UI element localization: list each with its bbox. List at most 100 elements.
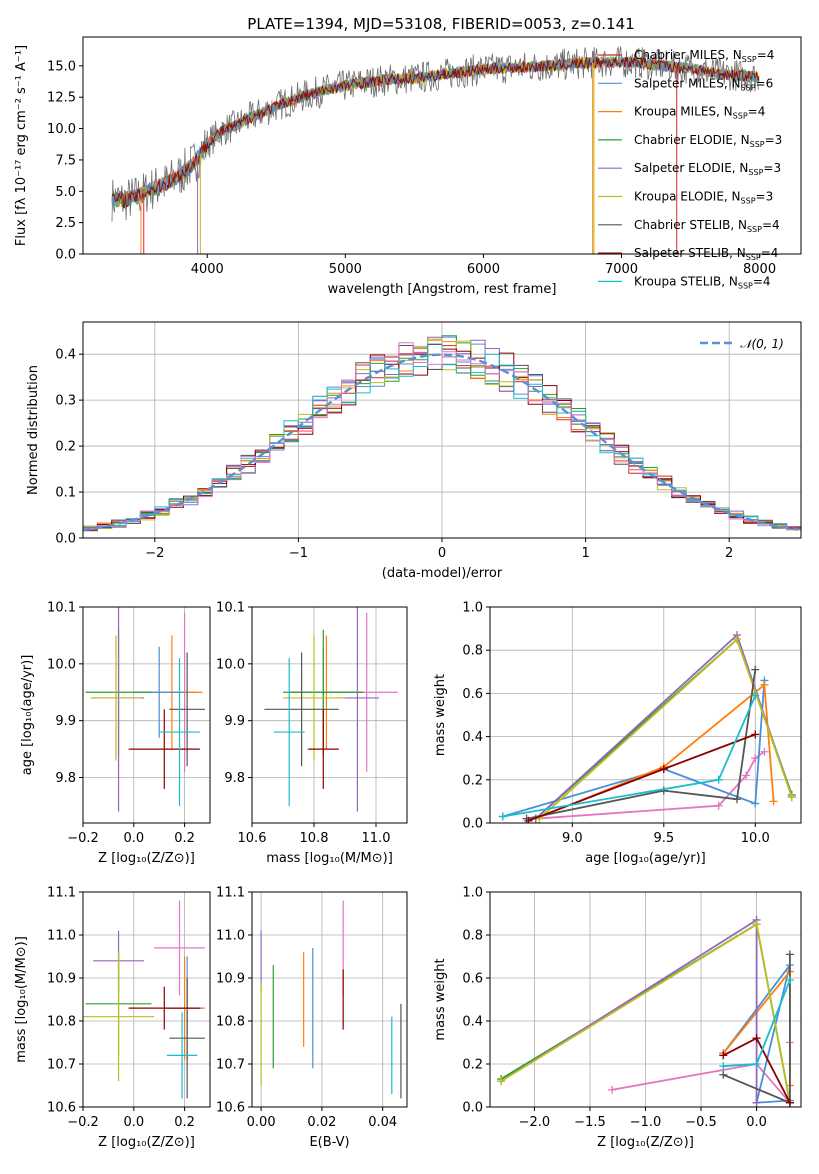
figure-title: PLATE=1394, MJD=53108, FIBERID=0053, z=0… bbox=[247, 15, 634, 33]
panel-mass-vs-Z: −0.2 0.0 0.2 10.6 10.7 10.8 10.9 11.0 11.1 Z [log… bbox=[14, 886, 211, 1150]
weight-marker bbox=[719, 1062, 728, 1071]
y-tick-label: 0.3 bbox=[55, 394, 76, 409]
residual-legend: 𝒩(0, 1) bbox=[700, 337, 784, 351]
legend-subscript: SSP bbox=[733, 112, 748, 121]
axes-frame bbox=[489, 606, 802, 824]
plot-area bbox=[111, 46, 760, 254]
legend-subscript: SSP bbox=[741, 197, 756, 206]
x-tick-label: −2 bbox=[145, 546, 164, 561]
y-tick-label: 10.8 bbox=[47, 1015, 76, 1030]
y-axis-label: mass [log₁₀(M/M⊙)] bbox=[14, 936, 29, 1063]
panel-age-vs-Z: −0.2 0.0 0.2 9.8 9.9 10.0 10.1 Z [log₁₀(Z/Z⊙)] a… bbox=[20, 601, 211, 866]
y-tick-label: 12.5 bbox=[47, 91, 76, 106]
x-axis-label: (data-model)/error bbox=[382, 566, 503, 581]
x-tick-label: 0.0 bbox=[123, 1115, 144, 1130]
y-tick-label: 10.1 bbox=[47, 601, 76, 616]
legend-label: Chabrier MILES, NSSP=4 bbox=[634, 48, 774, 64]
weight-marker bbox=[760, 747, 769, 756]
y-tick-label: 9.8 bbox=[224, 771, 245, 786]
x-axis-label: mass [log₁₀(M/M⊙)] bbox=[266, 851, 393, 866]
legend-subscript: SSP bbox=[750, 140, 765, 149]
y-axis-label: Normed distribution bbox=[26, 365, 41, 495]
weight-line-6 bbox=[538, 637, 793, 820]
legend-label: Chabrier ELODIE, NSSP=3 bbox=[634, 133, 782, 149]
legend-subscript: SSP bbox=[741, 83, 756, 92]
y-tick-label: 0.6 bbox=[462, 972, 483, 987]
weight-marker bbox=[524, 816, 533, 823]
legend-label: Chabrier STELIB, NSSP=4 bbox=[634, 218, 780, 234]
legend-count: =4 bbox=[762, 218, 780, 232]
x-axis-label: Z [log₁₀(Z/Z⊙)] bbox=[98, 1135, 195, 1150]
y-tick-label: 5.0 bbox=[55, 185, 76, 200]
x-tick-label: −1 bbox=[289, 546, 308, 561]
weight-marker bbox=[751, 691, 760, 700]
y-tick-label: 10.6 bbox=[216, 1101, 245, 1116]
errorbar-point bbox=[283, 635, 345, 761]
weight-marker bbox=[787, 793, 796, 802]
y-tick-label: 2.5 bbox=[55, 216, 76, 231]
y-tick-label: 0.0 bbox=[55, 532, 76, 547]
plot-area bbox=[490, 607, 801, 823]
weight-marker bbox=[714, 801, 723, 810]
panel-spectrum: 4000 5000 6000 7000 8000 0.0 2.5 5.0 7.5 10.0 12.5… bbox=[14, 36, 802, 297]
y-tick-label: 0.8 bbox=[462, 929, 483, 944]
weight-marker bbox=[785, 950, 794, 959]
x-tick-label: 8000 bbox=[743, 262, 776, 277]
y-tick-label: 0.2 bbox=[462, 773, 483, 788]
legend-subscript: SSP bbox=[742, 55, 757, 64]
errorbar-point bbox=[264, 652, 339, 767]
x-tick-label: 10.8 bbox=[300, 831, 329, 846]
errorbar-point bbox=[83, 952, 155, 1082]
x-tick-label: 0.04 bbox=[368, 1115, 397, 1130]
axes-frame bbox=[489, 891, 802, 1108]
y-tick-label: 0.0 bbox=[55, 248, 76, 263]
errorbar-point bbox=[166, 1012, 198, 1099]
weight-marker bbox=[497, 1077, 506, 1086]
y-tick-label: 0.4 bbox=[462, 1015, 483, 1030]
plot-area bbox=[490, 892, 801, 1107]
plot-area bbox=[83, 607, 210, 823]
x-axis-label: wavelength [Angstrom, rest frame] bbox=[328, 282, 557, 297]
x-axis-label: Z [log₁₀(Z/Z⊙)] bbox=[597, 1135, 694, 1150]
x-tick-label: −0.2 bbox=[67, 1115, 99, 1130]
weight-marker bbox=[732, 795, 741, 804]
errorbar-point bbox=[128, 709, 200, 789]
weight-marker bbox=[742, 771, 751, 780]
y-tick-label: 10.8 bbox=[216, 1015, 245, 1030]
histogram-series-10 bbox=[83, 342, 801, 530]
panel-mass-vs-EBV: 0.00 0.02 0.04 10.6 10.7 10.8 10.9 11.0 11.1 E(B-… bbox=[216, 886, 408, 1150]
weight-marker bbox=[751, 799, 760, 808]
x-axis-label: age [log₁₀(age/yr)] bbox=[585, 851, 706, 866]
x-tick-label: −0.2 bbox=[67, 831, 99, 846]
spectrum-line-8 bbox=[111, 56, 760, 209]
x-tick-label: 2 bbox=[725, 546, 733, 561]
legend-label: Salpeter MILES, NSSP=6 bbox=[634, 76, 773, 92]
x-tick-label: 0.00 bbox=[247, 1115, 276, 1130]
panel-weight-vs-age: 9.0 9.5 10.0 0.0 0.2 0.4 0.6 0.8 1.0 age [log₁₀(a… bbox=[433, 601, 802, 866]
y-tick-label: 10.1 bbox=[216, 601, 245, 616]
spectrum-legend: Chabrier MILES, NSSP=4 Salpeter MILES, NS… bbox=[598, 48, 782, 290]
legend-count: =3 bbox=[756, 190, 774, 204]
legend-subscript: SSP bbox=[738, 281, 753, 290]
weight-marker bbox=[785, 1098, 794, 1107]
y-tick-label: 0.2 bbox=[462, 1058, 483, 1073]
plot-area bbox=[252, 607, 407, 823]
weight-marker bbox=[714, 775, 723, 784]
axes-frame bbox=[251, 606, 408, 824]
weight-marker bbox=[752, 1098, 761, 1107]
x-tick-label: 7000 bbox=[605, 262, 638, 277]
gaussian-curve bbox=[83, 353, 799, 532]
legend-count: =3 bbox=[763, 161, 781, 175]
x-tick-label: 9.0 bbox=[562, 831, 583, 846]
axes-frame bbox=[251, 891, 408, 1108]
weight-line-7 bbox=[526, 669, 757, 820]
y-tick-label: 1.0 bbox=[462, 886, 483, 901]
y-tick-label: 0.0 bbox=[462, 817, 483, 832]
legend-subscript: SSP bbox=[747, 225, 762, 234]
x-tick-label: 0.0 bbox=[123, 831, 144, 846]
y-axis-label: mass weight bbox=[433, 674, 448, 756]
legend-label: Salpeter ELODIE, NSSP=3 bbox=[634, 161, 781, 177]
x-tick-label: 1 bbox=[581, 546, 589, 561]
x-tick-label: 9.5 bbox=[653, 831, 674, 846]
